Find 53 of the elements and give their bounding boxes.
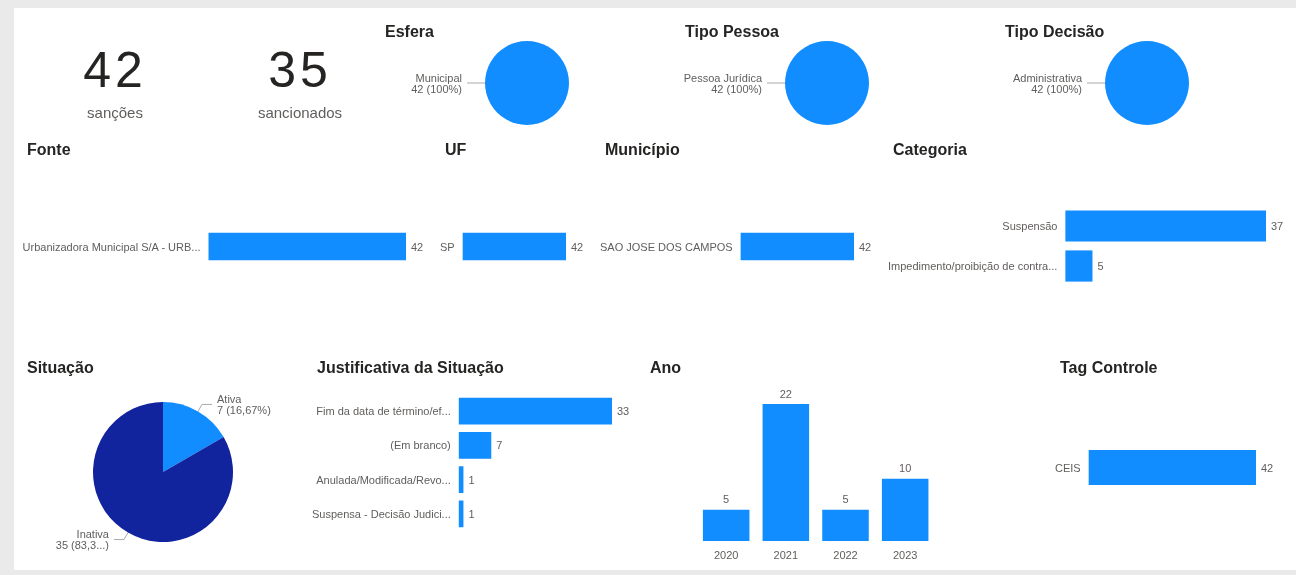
data-label: 42 (100%) <box>711 82 762 95</box>
chart-title: Ano <box>650 358 682 376</box>
y-tick-label: Suspensão <box>1002 220 1058 232</box>
data-label: 42 <box>1261 461 1274 474</box>
chart-title: Esfera <box>385 22 435 40</box>
data-label: 1 <box>468 473 475 486</box>
chart-title: Tag Controle <box>1060 358 1158 376</box>
text: 35 <box>268 41 332 100</box>
data-label: 5 <box>723 493 730 506</box>
data-label: 37 <box>1271 220 1284 232</box>
y-tick-label: CEIS <box>1054 461 1081 474</box>
data-label: 5 <box>1097 260 1104 272</box>
data-label: 42 <box>571 240 584 253</box>
data-label: 22 <box>779 387 792 400</box>
y-tick-label: Suspensa - Decisão Judici... <box>311 507 451 520</box>
text: Fonte <box>27 140 71 158</box>
data-label: 42 (100%) <box>411 82 462 95</box>
chart-title: Tipo Decisão <box>1005 22 1105 40</box>
y-tick-label: Anulada/Modificada/Revo... <box>316 473 451 486</box>
text: sanções <box>87 104 143 121</box>
data-label: 42 <box>859 240 872 253</box>
data-label: 1 <box>468 507 475 520</box>
chart-title: Tipo Pessoa <box>685 22 780 40</box>
chart-title: Município <box>605 140 680 158</box>
data-label: 7 (16,67%) <box>217 403 271 416</box>
x-tick-label: 2023 <box>892 548 918 561</box>
data-label: 7 <box>496 439 503 452</box>
text: Categoria <box>893 140 967 158</box>
data-label: 33 <box>617 405 630 418</box>
chart-title: Justificativa da Situação <box>317 358 504 376</box>
slice-label: Ativa <box>217 392 243 405</box>
slice-label: Municipal <box>415 71 462 84</box>
y-tick-label: SP <box>439 240 455 253</box>
chart-title: UF <box>445 140 467 158</box>
slice-label: Pessoa Jurídica <box>683 71 763 84</box>
data-label: 42 <box>411 240 424 253</box>
data-label: 42 (100%) <box>1031 82 1082 95</box>
y-tick-label: Fim da data de término/ef... <box>316 405 451 418</box>
text: 42 <box>83 41 147 100</box>
x-tick-label: 2022 <box>833 548 858 561</box>
y-tick-label: Urbanizadora Municipal S/A - URB... <box>22 240 201 253</box>
data-label: 35 (83,3...) <box>55 539 109 552</box>
slice-label: Administrativa <box>1012 71 1083 84</box>
y-tick-label: SAO JOSE DOS CAMPOS <box>600 240 733 253</box>
y-tick-label: Impedimento/proibição de contra... <box>888 260 1058 272</box>
y-tick-label: (Em branco) <box>390 439 451 452</box>
data-label: 10 <box>899 462 912 475</box>
x-tick-label: 2021 <box>773 548 799 561</box>
chart-title: Situação <box>27 358 94 376</box>
x-tick-label: 2020 <box>713 548 739 561</box>
text: sancionados <box>257 104 343 121</box>
data-label: 5 <box>842 493 849 506</box>
slice-label: Inativa <box>76 528 110 541</box>
